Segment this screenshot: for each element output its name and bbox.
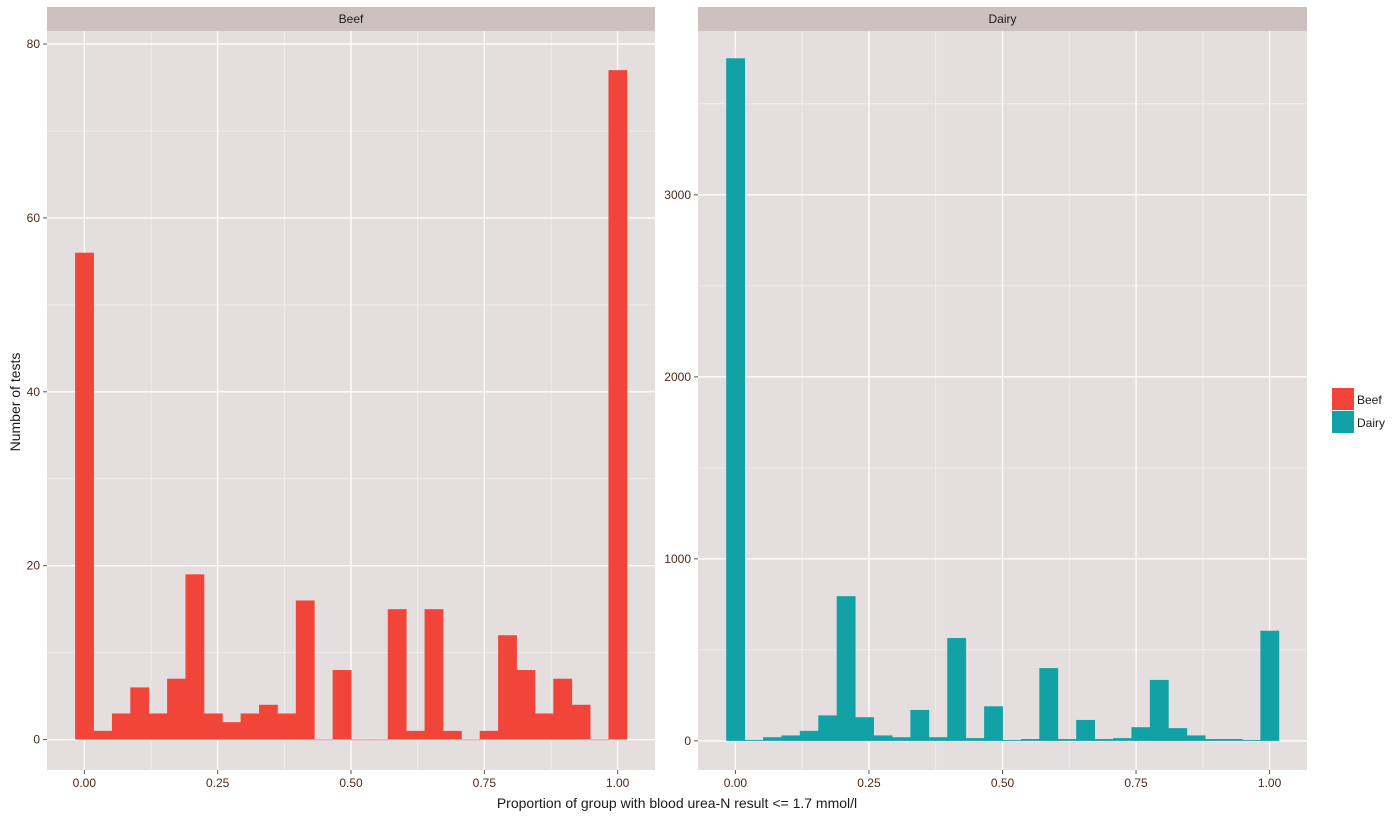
histogram-bar — [984, 706, 1003, 741]
histogram-bar — [1039, 668, 1059, 741]
histogram-bar — [93, 730, 113, 740]
histogram-bar — [928, 737, 948, 741]
histogram-bar — [203, 713, 223, 740]
histogram-bar — [1113, 738, 1132, 741]
histogram-bar — [608, 70, 628, 740]
legend-key-beef — [1332, 388, 1354, 410]
y-tick-label: 2000 — [664, 370, 691, 384]
histogram-bar — [590, 739, 609, 741]
histogram-bar — [965, 738, 985, 741]
histogram-bar — [167, 678, 186, 740]
legend-key-dairy — [1332, 411, 1354, 433]
x-tick-label: 0.50 — [991, 776, 1015, 790]
histogram-bar — [799, 730, 819, 741]
histogram-bar — [1020, 739, 1040, 741]
histogram-bar — [516, 670, 536, 740]
histogram-bar — [387, 609, 407, 740]
histogram-bar — [1205, 739, 1224, 741]
histogram-bar — [1223, 739, 1243, 741]
y-tick-label: 80 — [27, 37, 41, 51]
histogram-bar — [855, 717, 874, 741]
histogram-bar — [726, 58, 746, 741]
facet-strip — [47, 7, 655, 31]
histogram-bar — [818, 715, 838, 741]
histogram-bar — [947, 638, 967, 741]
histogram-bar — [1260, 630, 1280, 741]
legend: Beef Dairy — [1332, 388, 1385, 433]
x-tick-label: 0.25 — [857, 776, 881, 790]
histogram-bar — [763, 737, 782, 741]
x-tick-label: 0.00 — [724, 776, 748, 790]
histogram-bar — [424, 609, 444, 740]
x-axis-title: Proportion of group with blood urea-N re… — [497, 795, 857, 811]
histogram-bar — [314, 739, 334, 741]
facet-strip-label: Dairy — [988, 12, 1016, 26]
histogram-bar — [498, 635, 517, 740]
histogram-bar — [891, 737, 911, 741]
legend-label-dairy: Dairy — [1357, 416, 1385, 430]
y-axis-title: Number of tests — [7, 353, 23, 452]
histogram-bar — [332, 670, 352, 740]
histogram-bar — [1186, 735, 1206, 741]
histogram-bar — [553, 678, 573, 740]
histogram-bar — [910, 709, 930, 741]
y-tick-label: 3000 — [664, 188, 691, 202]
y-tick-label: 0 — [684, 734, 691, 748]
histogram-bar — [259, 704, 278, 740]
histogram-bar — [75, 252, 94, 740]
histogram-bar — [111, 713, 131, 740]
panel-dairy: Dairy 0.00 0.25 0.50 0.75 1.00 0 1000 2000 3000 — [664, 7, 1307, 790]
histogram-bar — [240, 713, 260, 740]
histogram-bar — [350, 739, 370, 741]
histogram-bar — [479, 730, 499, 740]
histogram-bar — [461, 739, 481, 741]
histogram-bar — [1094, 739, 1114, 741]
y-tick-label: 0 — [33, 733, 40, 747]
facet-strip-label: Beef — [339, 12, 364, 26]
x-tick-label: 0.50 — [339, 776, 363, 790]
legend-label-beef: Beef — [1357, 393, 1382, 407]
histogram-bar — [744, 739, 764, 741]
y-tick-label: 20 — [27, 559, 41, 573]
histogram-bar — [130, 687, 150, 740]
histogram-bar — [571, 704, 591, 740]
histogram-bar — [369, 739, 389, 741]
histogram-bar — [781, 735, 801, 741]
panel-beef: Beef 0.00 0.25 0.50 0.75 1.00 0 20 40 60 80 — [27, 7, 655, 790]
histogram-bar — [222, 722, 242, 740]
histogram-bar — [873, 735, 893, 741]
histogram-bar — [277, 713, 297, 740]
histogram-bar — [185, 574, 205, 740]
histogram-bar — [1131, 727, 1151, 741]
x-tick-label: 0.75 — [473, 776, 497, 790]
x-tick-label: 1.00 — [1258, 776, 1282, 790]
histogram-bar — [1149, 679, 1169, 741]
x-tick-label: 1.00 — [606, 776, 630, 790]
facet-strip — [698, 7, 1307, 31]
histogram-bar — [1057, 739, 1077, 741]
histogram-bar — [1076, 719, 1096, 741]
y-tick-label: 60 — [27, 211, 41, 225]
histogram-bar — [1168, 728, 1188, 741]
x-tick-label: 0.00 — [73, 776, 97, 790]
histogram-bar — [406, 730, 425, 740]
y-tick-label: 40 — [27, 385, 41, 399]
histogram-bar — [1241, 739, 1261, 741]
histogram-bar — [148, 713, 168, 740]
y-tick-label: 1000 — [664, 552, 691, 566]
histogram-bar — [442, 730, 462, 740]
histogram-bar — [295, 600, 315, 740]
histogram-bar — [1002, 739, 1022, 741]
histogram-bar — [836, 596, 856, 741]
histogram-bar — [534, 713, 554, 740]
x-tick-label: 0.75 — [1124, 776, 1148, 790]
x-tick-label: 0.25 — [206, 776, 230, 790]
